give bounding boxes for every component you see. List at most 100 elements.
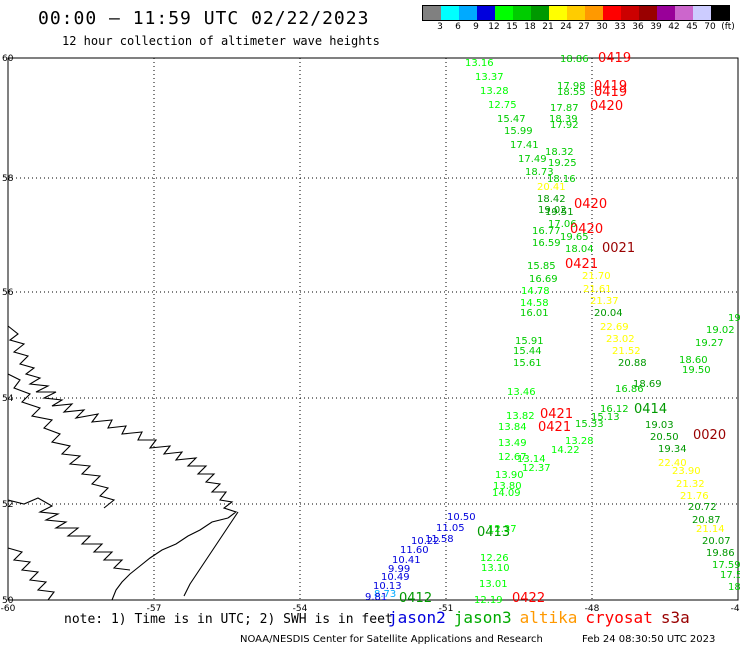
color-swatch-11 (621, 6, 639, 20)
scale-label: 3 (437, 22, 443, 32)
wave-height-value: 15.44 (513, 346, 542, 357)
lat-tick-label: 58 (2, 174, 14, 184)
color-swatch-3 (477, 6, 495, 20)
legend-item-altika: altika (519, 608, 578, 627)
wave-height-value: 20.87 (692, 515, 721, 526)
color-swatch-13 (657, 6, 675, 20)
wave-height-value: 18.0 (728, 582, 740, 593)
wave-height-value: 13.90 (495, 470, 524, 481)
lon-tick-label: -45 (731, 604, 740, 614)
map-grid: -60 -57 -54 -51 -48 -45 60 58 56 54 52 50 (1, 54, 740, 614)
scale-label: 45 (686, 22, 698, 32)
wave-height-value: 22.40 (658, 458, 687, 469)
legend-item-jason3: jason3 (453, 608, 512, 627)
wave-height-value: 16.77 (532, 226, 561, 237)
scale-label: 27 (578, 22, 590, 32)
wave-height-value: 20.04 (594, 308, 623, 319)
wave-height-value: 9.99 (388, 564, 410, 575)
wave-height-value: 12.26 (480, 553, 509, 564)
color-swatch-8 (567, 6, 585, 20)
wave-height-value: 18.04 (565, 244, 594, 255)
track-time-labels: 0419041904190420042004200021042104210421… (399, 51, 726, 606)
map-title: 00:00 – 11:59 UTC 02/22/2023 (38, 8, 370, 29)
wave-height-value: 21.76 (680, 491, 709, 502)
wave-height-value: 21.61 (583, 284, 612, 295)
lon-tick-label: -48 (585, 604, 600, 614)
wave-height-value: 18.86 (560, 54, 589, 65)
track-time-label: 0419 (594, 85, 627, 100)
track-time-label: 0414 (634, 402, 667, 417)
scale-label: 21 (542, 22, 554, 32)
color-swatch-2 (459, 6, 477, 20)
wave-height-value: 15.13 (591, 412, 620, 423)
wave-height-value: 18.69 (633, 379, 662, 390)
color-swatch-4 (495, 6, 513, 20)
wave-height-value: 19.02 (706, 325, 735, 336)
wave-height-value: 13.46 (507, 387, 536, 398)
wave-height-value: 8.73 (374, 589, 396, 600)
wave-height-value: 23.02 (606, 334, 635, 345)
wave-height-value: 12.19 (474, 595, 503, 606)
coastline (7, 325, 239, 601)
color-swatch-7 (549, 6, 567, 20)
wave-height-value: 13.10 (481, 563, 510, 574)
scale-label: 9 (473, 22, 479, 32)
wave-height-value: 21.37 (590, 296, 619, 307)
footer-note: note: 1) Time is in UTC; 2) SWH is in fe… (64, 612, 393, 627)
wave-height-value: 20.41 (537, 182, 566, 193)
wave-height-value: 20.72 (688, 502, 717, 513)
wave-height-value: 18.42 (537, 194, 566, 205)
wave-height-value: 10.41 (392, 555, 421, 566)
wave-height-value: 19.51 (545, 207, 574, 218)
color-swatch-14 (675, 6, 693, 20)
map-subtitle: 12 hour collection of altimeter wave hei… (62, 34, 380, 48)
scale-label: 18 (524, 22, 536, 32)
scale-label: 70 (704, 22, 716, 32)
color-swatch-5 (513, 6, 531, 20)
scale-label: 12 (488, 22, 500, 32)
wave-height-value: 19.02 (538, 205, 567, 216)
lon-tick-label: -60 (1, 604, 16, 614)
lon-tick-label: -51 (439, 604, 454, 614)
wave-height-value: 13.01 (479, 579, 508, 590)
wave-height-value: 14.58 (520, 298, 549, 309)
wave-height-value: 13.28 (480, 86, 509, 97)
wave-height-value: 13.80 (493, 481, 522, 492)
track-time-label: 0420 (590, 99, 623, 114)
wave-height-value: 18.16 (547, 174, 576, 185)
track-time-label: 0419 (594, 79, 627, 94)
wave-height-value: 16.69 (529, 274, 558, 285)
wave-height-value: 12.67 (498, 452, 527, 463)
scale-label: 30 (596, 22, 608, 32)
color-scale-labels: 3 6 9 12 15 18 21 24 27 30 33 36 39 42 45 70 (ft) (422, 22, 738, 34)
lon-tick-label: -54 (293, 604, 308, 614)
wave-height-value: 18.39 (549, 114, 578, 125)
wave-height-value: 15.99 (504, 126, 533, 137)
color-scale-bar (422, 5, 730, 21)
wave-height-value: 15.33 (575, 419, 604, 430)
scale-label: (ft) (721, 22, 735, 32)
color-swatch-0 (423, 6, 441, 20)
wave-height-value: 13.16 (465, 58, 494, 69)
wave-height-value: 13.37 (475, 72, 504, 83)
scale-label: 24 (560, 22, 572, 32)
wave-height-value: 12.75 (488, 100, 517, 111)
wave-height-value: 20.07 (702, 536, 731, 547)
track-time-label: 0421 (565, 257, 598, 272)
track-time-label: 0021 (602, 241, 635, 256)
wave-height-value: 13.84 (498, 422, 527, 433)
wave-height-value: 18.32 (545, 147, 574, 158)
wave-height-value: 15.61 (513, 358, 542, 369)
wave-height-value: 20.50 (650, 432, 679, 443)
color-swatch-1 (441, 6, 459, 20)
newfoundland-coastline (111, 517, 229, 601)
wave-height-value: 16.59 (532, 238, 561, 249)
track-time-label: 0420 (570, 222, 603, 237)
color-swatch-10 (603, 6, 621, 20)
track-time-label: 0422 (512, 591, 545, 606)
wave-height-value: 11.60 (400, 545, 429, 556)
track-time-label: 0020 (693, 428, 726, 443)
wave-height-value: 10.50 (447, 512, 476, 523)
lat-tick-label: 52 (2, 500, 13, 510)
